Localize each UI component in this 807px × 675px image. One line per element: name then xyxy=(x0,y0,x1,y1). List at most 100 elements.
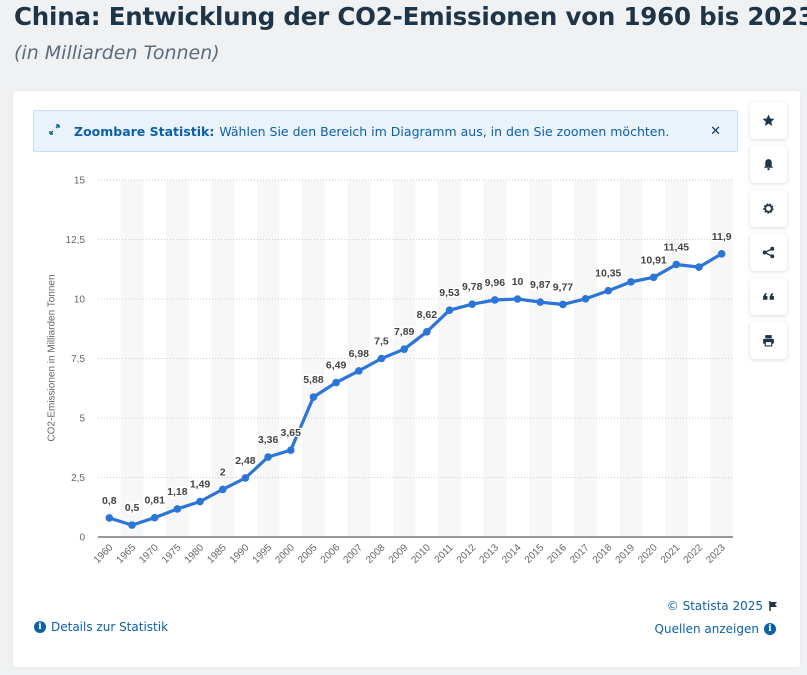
plot-band xyxy=(574,180,597,537)
data-label: 9,87 xyxy=(530,279,551,291)
print-button[interactable] xyxy=(750,322,787,359)
banner-title: Zoombare Statistik: xyxy=(74,123,215,139)
x-tick-label: 2014 xyxy=(500,542,524,566)
x-tick-label: 2015 xyxy=(523,542,547,566)
data-point xyxy=(241,474,250,482)
data-label: 7,5 xyxy=(374,336,389,348)
data-point xyxy=(128,521,136,529)
data-point xyxy=(355,367,363,375)
y-tick-label: 15 xyxy=(74,176,86,187)
x-tick-label: 2022 xyxy=(682,542,706,566)
data-label: 9,78 xyxy=(462,281,483,293)
details-link[interactable]: i Details zur Statistik xyxy=(34,620,168,634)
data-point xyxy=(332,378,340,387)
x-tick-label: 1995 xyxy=(251,542,275,566)
x-tick-label: 2005 xyxy=(296,542,320,566)
x-tick-label: 2020 xyxy=(636,542,660,566)
data-label: 11,9 xyxy=(712,231,732,243)
x-tick-label: 1975 xyxy=(160,542,184,566)
x-tick-label: 2016 xyxy=(546,542,570,566)
gridlines xyxy=(98,179,733,538)
flag-icon xyxy=(769,601,777,611)
expand-arrows-icon xyxy=(34,124,74,138)
y-tick-label: 10 xyxy=(74,295,86,306)
series-line xyxy=(108,252,723,527)
copyright[interactable]: © Statista 2025 xyxy=(667,599,778,613)
plot-band xyxy=(166,180,189,537)
copyright-text: © Statista 2025 xyxy=(666,599,763,613)
data-point xyxy=(196,497,204,506)
data-label: 6,49 xyxy=(326,360,347,372)
data-point xyxy=(672,260,681,269)
data-label: 5,88 xyxy=(303,374,324,386)
share-button[interactable] xyxy=(750,234,787,271)
share-icon xyxy=(762,246,775,259)
print-icon xyxy=(763,335,774,347)
data-point xyxy=(150,513,159,522)
data-labels: 0,8 0,5 0,811,181,49 2 2,483,363,65 5,886,496… xyxy=(101,230,733,516)
plot-band xyxy=(710,180,733,537)
x-tick-label: 2017 xyxy=(568,542,592,566)
data-point xyxy=(513,295,522,303)
data-point xyxy=(559,300,567,309)
x-tick-label: 1985 xyxy=(205,542,229,566)
plot-band xyxy=(302,180,325,537)
x-tick-label: 2000 xyxy=(273,542,297,566)
data-label: 2,48 xyxy=(235,455,256,467)
zoom-info-banner: Zoombare Statistik: Wählen Sie den Berei… xyxy=(33,110,738,152)
x-tick-label: 2007 xyxy=(341,542,365,566)
data-label: 6,98 xyxy=(349,348,370,360)
favorite-button[interactable] xyxy=(750,102,787,139)
x-tick-label: 2013 xyxy=(477,542,501,566)
x-tick-label: 1965 xyxy=(115,542,139,566)
data-point xyxy=(377,354,386,363)
data-label: 9,53 xyxy=(439,287,460,299)
data-point xyxy=(468,300,476,309)
data-label: 1,18 xyxy=(167,486,188,498)
data-point xyxy=(423,328,431,336)
y-tick-label: 12,5 xyxy=(66,235,86,246)
sources-link[interactable]: Quellen anzeigen i xyxy=(655,622,776,636)
info-icon: i xyxy=(764,623,776,635)
quote-icon xyxy=(763,293,774,300)
plot-band xyxy=(347,180,371,537)
x-tick-label: 1960 xyxy=(92,542,116,566)
sources-label: Quellen anzeigen xyxy=(654,622,759,636)
data-label: 3,65 xyxy=(281,427,302,439)
data-point xyxy=(400,345,408,354)
y-tick-label: 5 xyxy=(79,414,85,425)
cite-button[interactable] xyxy=(750,278,787,315)
alternating-bands xyxy=(120,180,733,537)
x-tick-label: 1990 xyxy=(228,542,252,566)
x-tick-label: 2012 xyxy=(455,542,479,566)
data-label: 11,45 xyxy=(663,241,689,253)
x-tick-label: 2008 xyxy=(364,542,388,566)
data-label: 8,62 xyxy=(417,309,438,321)
data-point xyxy=(717,249,726,258)
data-label: 3,36 xyxy=(258,434,279,446)
close-icon[interactable]: ✕ xyxy=(710,124,721,139)
data-label: 10 xyxy=(512,276,524,288)
bell-icon xyxy=(763,159,774,171)
data-label: 9,77 xyxy=(553,281,574,293)
data-label: 0,81 xyxy=(144,495,165,507)
star-icon xyxy=(762,114,775,126)
data-point xyxy=(173,505,182,513)
details-label: Details zur Statistik xyxy=(51,620,169,634)
notification-button[interactable] xyxy=(750,146,787,183)
settings-button[interactable] xyxy=(750,190,787,227)
data-point xyxy=(286,446,295,454)
x-tick-label: 2009 xyxy=(387,542,411,566)
gear-icon xyxy=(763,203,774,214)
data-label: 10,35 xyxy=(595,268,621,280)
x-axis-ticks: 1960 1965 1970 1975 1980 1985 1990 1995 2000 2005… xyxy=(92,542,728,566)
plot-band xyxy=(619,180,643,537)
info-icon: i xyxy=(34,621,46,633)
data-point xyxy=(491,296,499,304)
data-point xyxy=(536,298,545,306)
plot-band xyxy=(211,180,235,537)
page-title: China: Entwicklung der CO2-Emissionen vo… xyxy=(14,2,807,31)
data-point xyxy=(604,286,613,295)
y-tick-label: 2,5 xyxy=(71,473,85,484)
